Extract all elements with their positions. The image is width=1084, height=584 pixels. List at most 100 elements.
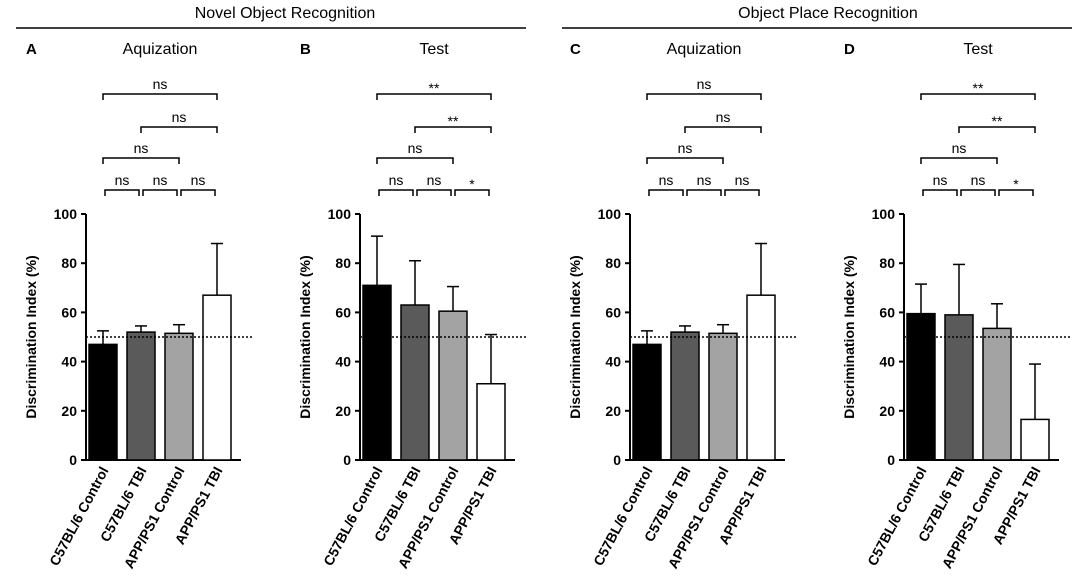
significance-label: ns	[716, 109, 731, 125]
y-tick-label: 100	[54, 206, 78, 222]
bar-4	[746, 294, 776, 461]
bracket-line	[102, 157, 180, 164]
significance-bracket: ns	[920, 140, 998, 164]
bracket-line	[958, 126, 1036, 133]
significance-bracket: ns	[104, 172, 140, 196]
group-title-object-place: Object Place Recognition	[738, 5, 918, 22]
y-tick-label: 100	[328, 206, 352, 222]
significance-label: ns	[933, 172, 948, 188]
significance-label: **	[429, 80, 440, 96]
significance-bracket: **	[414, 113, 492, 133]
significance-label: ns	[971, 172, 986, 188]
bracket-line	[142, 189, 178, 196]
bracket-line	[920, 93, 1036, 100]
significance-bracket: ns	[648, 172, 684, 196]
significance-bracket: *	[998, 176, 1034, 196]
significance-label: ns	[678, 140, 693, 156]
group-title-novel-object: Novel Object Recognition	[195, 5, 376, 22]
panel-c: C Aquization 0 20 40 60 80 100 Discrimination In…	[567, 41, 797, 571]
significance-label: ns	[153, 172, 168, 188]
significance-bracket: ns	[922, 172, 958, 196]
significance-label: ns	[191, 172, 206, 188]
bracket-line	[140, 126, 218, 133]
significance-label: **	[973, 80, 984, 96]
panel-title: Aquization	[123, 41, 198, 58]
bracket-line	[686, 189, 722, 196]
panel-title: Aquization	[667, 41, 742, 58]
bar-4	[476, 382, 506, 461]
y-tick-label: 20	[61, 403, 77, 419]
category-label: C57BL/6 Control	[864, 464, 930, 568]
bar-2	[400, 304, 430, 461]
panel-d: D Test 0 20 40 60 80 100 Discrimination Index (%…	[841, 41, 1071, 571]
significance-bracket: ns	[102, 140, 180, 164]
y-tick-label: 0	[343, 452, 351, 468]
bracket-line	[724, 189, 760, 196]
panel-letter: C	[570, 41, 581, 58]
significance-label: ns	[735, 172, 750, 188]
y-tick-label: 80	[61, 255, 77, 271]
bracket-line	[920, 157, 998, 164]
significance-label: ns	[153, 76, 168, 92]
significance-bracket: ns	[686, 172, 722, 196]
bracket-line	[998, 189, 1034, 196]
significance-label: ns	[697, 172, 712, 188]
significance-bracket: *	[454, 176, 490, 196]
panel-b: B Test 0 20 40 60 80 100 Discrimination Index (%…	[297, 41, 527, 571]
significance-bracket: ns	[180, 172, 216, 196]
panel-letter: A	[26, 41, 37, 58]
significance-bracket: ns	[684, 109, 762, 133]
bar-2	[670, 331, 700, 461]
significance-label: **	[448, 113, 459, 129]
bracket-line	[378, 189, 414, 196]
significance-label: ns	[408, 140, 423, 156]
y-axis-label: Discrimination Index (%)	[841, 255, 857, 418]
significance-bracket: ns	[140, 109, 218, 133]
panel-title: Test	[419, 41, 449, 58]
y-tick-label: 20	[605, 403, 621, 419]
y-tick-label: 20	[879, 403, 895, 419]
bracket-line	[648, 189, 684, 196]
bracket-line	[416, 189, 452, 196]
bar-1	[632, 343, 662, 461]
significance-bracket: ns	[102, 76, 218, 100]
bar-2	[944, 314, 974, 461]
bracket-line	[102, 93, 218, 100]
y-axis-label: Discrimination Index (%)	[567, 255, 583, 418]
bar-3	[164, 332, 194, 461]
y-tick-label: 40	[879, 354, 895, 370]
significance-bracket: **	[958, 113, 1036, 133]
y-tick-label: 60	[879, 304, 895, 320]
category-label: C57BL/6 Control	[590, 464, 656, 568]
significance-label: ns	[115, 172, 130, 188]
bracket-line	[376, 157, 454, 164]
bracket-line	[180, 189, 216, 196]
y-tick-label: 80	[335, 255, 351, 271]
bar-1	[906, 312, 936, 461]
significance-bracket: ns	[376, 140, 454, 164]
significance-bracket: ns	[142, 172, 178, 196]
bar-3	[982, 327, 1012, 461]
group-header-novel-object: Novel Object Recognition	[16, 5, 526, 29]
significance-bracket: **	[920, 80, 1036, 100]
category-label: C57BL/6 Control	[46, 464, 112, 568]
significance-label: **	[992, 113, 1003, 129]
y-tick-label: 0	[613, 452, 621, 468]
bar-3	[708, 332, 738, 461]
bracket-line	[104, 189, 140, 196]
significance-bracket: ns	[724, 172, 760, 196]
y-tick-label: 0	[887, 452, 895, 468]
significance-bracket: ns	[960, 172, 996, 196]
y-tick-label: 20	[335, 403, 351, 419]
y-tick-label: 0	[69, 452, 77, 468]
panel-a: A Aquization 0 20 40 60 80 100 Discrimination In…	[23, 41, 253, 571]
y-tick-label: 40	[335, 354, 351, 370]
bracket-line	[414, 126, 492, 133]
y-tick-label: 100	[598, 206, 622, 222]
y-tick-label: 60	[335, 304, 351, 320]
bar-1	[362, 284, 392, 461]
significance-label: *	[469, 176, 475, 192]
y-tick-label: 40	[605, 354, 621, 370]
bracket-line	[454, 189, 490, 196]
